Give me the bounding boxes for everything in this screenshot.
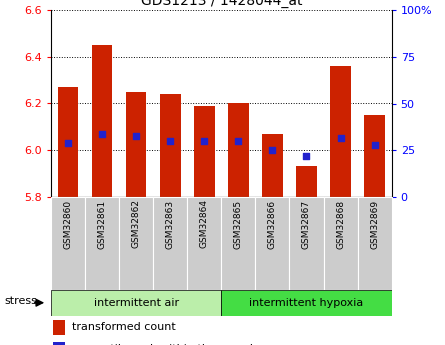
Text: GSM32866: GSM32866	[268, 199, 277, 248]
Point	[303, 153, 310, 159]
Bar	[51, 197, 85, 290]
Bar	[153, 197, 187, 290]
Point	[201, 138, 208, 144]
Bar	[194, 106, 214, 197]
Text: GSM32868: GSM32868	[336, 199, 345, 248]
Bar	[324, 197, 358, 290]
Point	[99, 131, 106, 137]
Text: GSM32869: GSM32869	[370, 199, 379, 248]
Bar	[58, 87, 78, 197]
Bar	[222, 290, 392, 316]
Text: GSM32863: GSM32863	[166, 199, 175, 248]
Bar	[126, 92, 146, 197]
Bar	[290, 197, 324, 290]
Text: percentile rank within the sample: percentile rank within the sample	[72, 344, 259, 345]
Text: transformed count: transformed count	[72, 322, 175, 332]
Point	[235, 138, 242, 144]
Text: GSM32867: GSM32867	[302, 199, 311, 248]
Text: GSM32862: GSM32862	[132, 199, 141, 248]
Text: GSM32865: GSM32865	[234, 199, 243, 248]
Text: GSM32861: GSM32861	[98, 199, 107, 248]
Bar	[85, 197, 119, 290]
Bar	[51, 290, 222, 316]
Point	[337, 136, 344, 141]
Point	[269, 147, 276, 153]
Bar	[228, 104, 249, 197]
Point	[133, 133, 140, 139]
Title: GDS1213 / 1428044_at: GDS1213 / 1428044_at	[141, 0, 302, 8]
Point	[65, 140, 72, 146]
Bar	[119, 197, 153, 290]
Text: intermittent air: intermittent air	[94, 298, 179, 308]
Bar	[262, 134, 283, 197]
Bar	[160, 94, 181, 197]
Text: GSM32860: GSM32860	[64, 199, 73, 248]
Text: stress: stress	[4, 296, 37, 306]
Text: intermittent hypoxia: intermittent hypoxia	[249, 298, 364, 308]
Bar	[187, 197, 222, 290]
Text: GSM32864: GSM32864	[200, 199, 209, 248]
Bar	[330, 66, 351, 197]
Bar	[53, 320, 65, 335]
Bar	[358, 197, 392, 290]
Bar	[364, 115, 385, 197]
Point	[167, 138, 174, 144]
Bar	[53, 342, 65, 345]
Bar	[92, 45, 113, 197]
Bar	[255, 197, 290, 290]
Bar	[296, 166, 317, 197]
Point	[371, 143, 378, 148]
Bar	[222, 197, 255, 290]
